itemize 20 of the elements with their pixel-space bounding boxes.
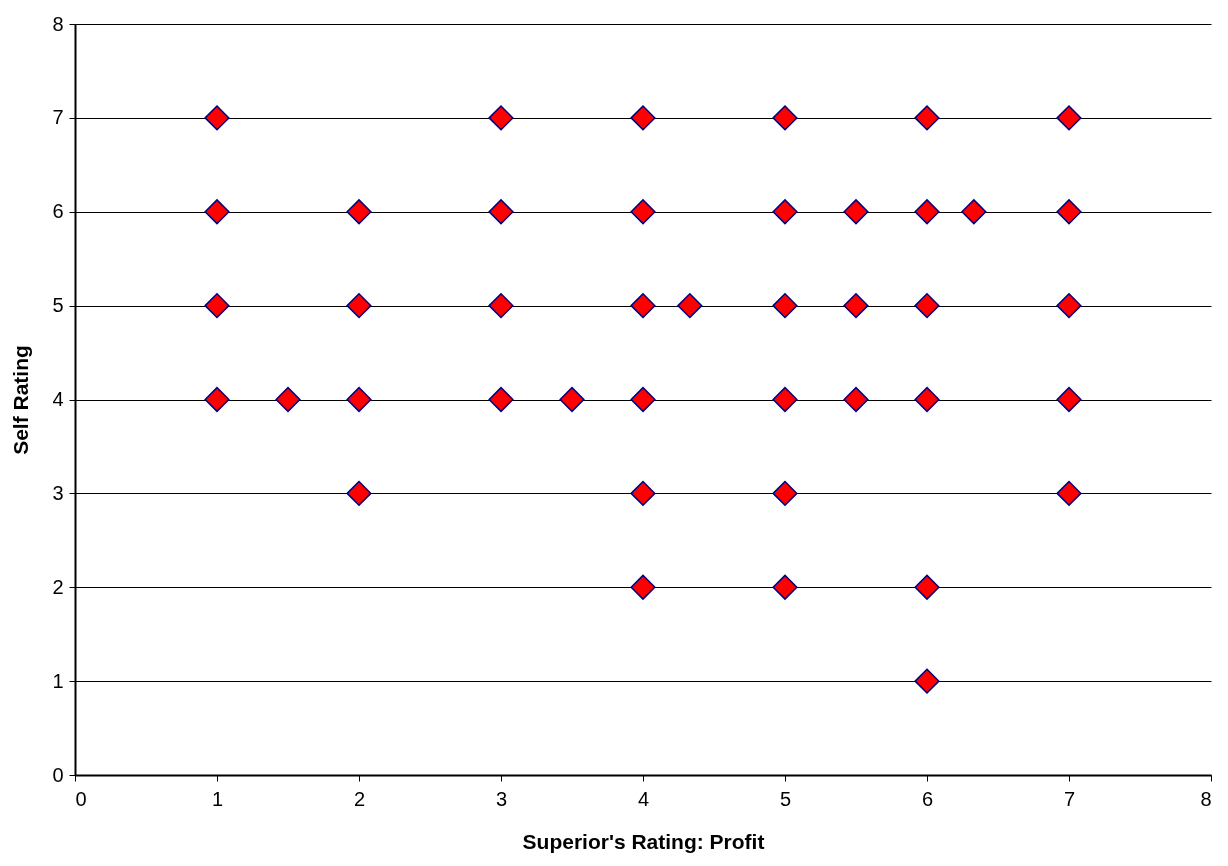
y-tick-label: 3 xyxy=(52,481,64,504)
x-tick-label: 4 xyxy=(637,787,650,810)
y-tick-label: 1 xyxy=(52,669,64,692)
y-tick-label: 6 xyxy=(52,200,64,223)
x-tick-label: 7 xyxy=(1063,787,1076,810)
y-tick-label: 0 xyxy=(52,763,64,786)
x-tick-label: 3 xyxy=(495,787,508,810)
y-tick-label: 7 xyxy=(52,106,64,129)
x-tick-label: 5 xyxy=(779,787,792,810)
x-tick-label: 1 xyxy=(211,787,224,810)
y-tick-label: 2 xyxy=(52,575,64,598)
y-tick-label: 4 xyxy=(52,388,64,410)
x-tick-label: 2 xyxy=(353,787,366,810)
y-axis-title: Self Rating xyxy=(9,345,33,455)
x-tick-label: 8 xyxy=(1200,787,1212,810)
y-tick-label: 8 xyxy=(52,12,64,35)
x-tick-label: 6 xyxy=(921,787,934,810)
x-axis-title: Superior's Rating: Profit xyxy=(522,829,765,853)
x-tick-label: 0 xyxy=(75,787,87,810)
y-tick-label: 5 xyxy=(52,294,64,317)
